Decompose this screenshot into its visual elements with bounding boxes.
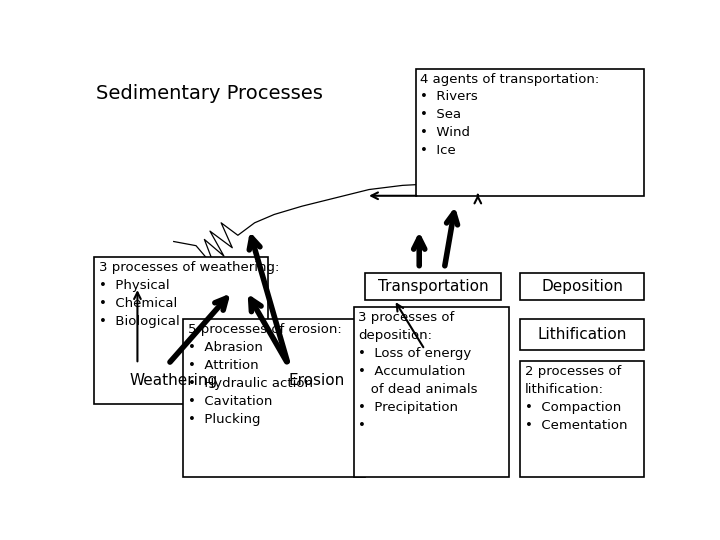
Text: 3 processes of weathering:
•  Physical
•  Chemical
•  Biological: 3 processes of weathering: • Physical • … bbox=[99, 261, 279, 328]
Bar bbox=[520, 319, 644, 350]
Bar bbox=[415, 69, 644, 195]
Text: Lithification: Lithification bbox=[537, 327, 627, 342]
Text: Deposition: Deposition bbox=[541, 279, 623, 294]
Bar bbox=[256, 365, 377, 396]
Bar bbox=[113, 365, 233, 396]
Text: Sedimentary Processes: Sedimentary Processes bbox=[96, 84, 323, 103]
Text: 3 processes of
deposition:
•  Loss of energy
•  Accumulation
   of dead animals
: 3 processes of deposition: • Loss of ene… bbox=[358, 311, 477, 432]
Bar bbox=[520, 361, 644, 477]
Text: 5 processes of erosion:
•  Abrasion
•  Attrition
•  Hydraulic action
•  Cavitati: 5 processes of erosion: • Abrasion • Att… bbox=[188, 323, 341, 426]
Text: 4 agents of transportation:
•  Rivers
•  Sea
•  Wind
•  Ice: 4 agents of transportation: • Rivers • S… bbox=[420, 72, 600, 158]
Text: 2 processes of
lithification:
•  Compaction
•  Cementation: 2 processes of lithification: • Compacti… bbox=[525, 365, 627, 432]
Bar bbox=[183, 319, 365, 477]
Bar bbox=[94, 257, 269, 403]
Bar bbox=[365, 273, 500, 300]
Bar bbox=[520, 273, 644, 300]
Text: Transportation: Transportation bbox=[377, 279, 488, 294]
Bar bbox=[354, 307, 508, 477]
Text: Weathering: Weathering bbox=[129, 373, 217, 388]
Text: Erosion: Erosion bbox=[289, 373, 345, 388]
